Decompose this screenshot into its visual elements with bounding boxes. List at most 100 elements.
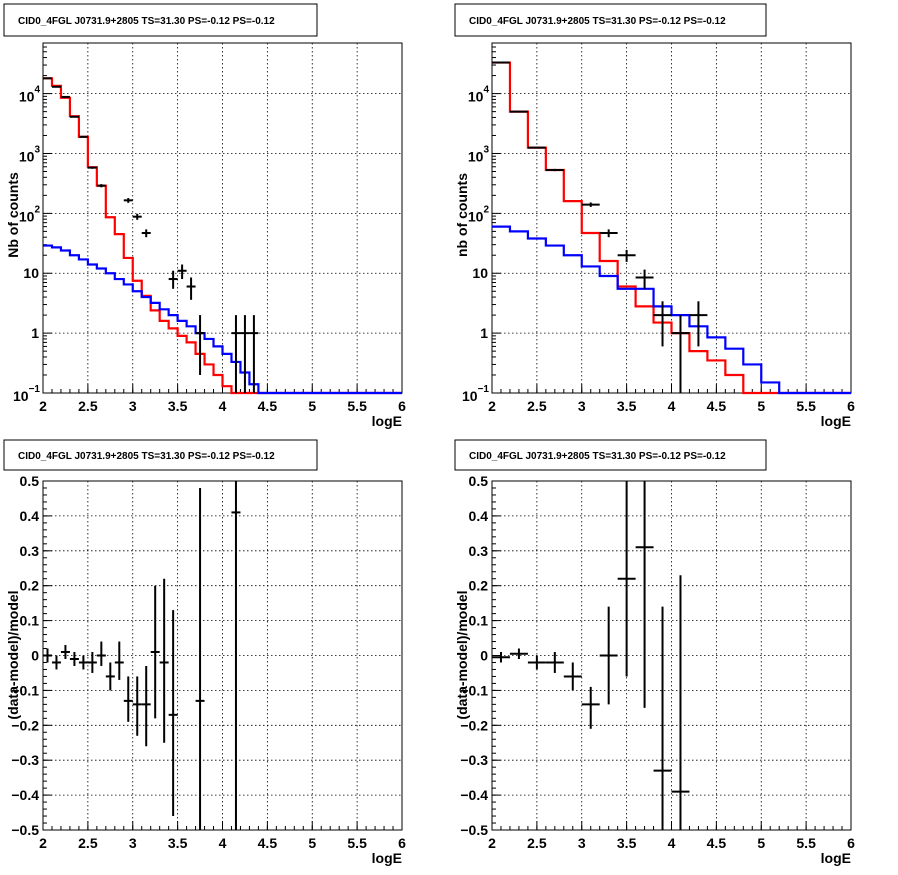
y-tick-label: 0 [31, 648, 39, 664]
title-box [454, 3, 767, 37]
y-axis: −0.5 −0.4 −0.3 −0.2 −0.1 0 0.1 0.2 0.3 0.4 0.5 [11, 473, 52, 838]
y-axis-label: nb of counts [454, 173, 470, 257]
y-tick-label: 102 [468, 204, 490, 224]
x-tick-label: 3 [129, 835, 137, 851]
data-point [78, 135, 88, 138]
grid [492, 481, 851, 830]
chart-title: CID0_4FGL J0731.9+2805 TS=31.30 PS=-0.12… [18, 451, 275, 462]
x-tick-label: 3 [129, 398, 137, 414]
y-tick-label: −0.1 [460, 682, 488, 698]
x-axis-label: logE [372, 850, 402, 866]
data-points [492, 481, 690, 830]
y-tick-label: 102 [19, 204, 41, 224]
grid [492, 43, 851, 393]
data-point [87, 652, 97, 673]
data-point [105, 662, 115, 691]
data-point [689, 301, 708, 347]
data-point [96, 184, 106, 188]
chart-title: CID0_4FGL J0731.9+2805 TS=31.30 PS=-0.12… [18, 16, 275, 27]
x-tick-label: 4.5 [707, 835, 727, 851]
x-axis: 2 2.5 3 3.5 4 4.5 5 5.5 6 [488, 821, 855, 851]
x-tick-label: 4 [668, 398, 676, 414]
data-point [599, 606, 618, 705]
title-box [3, 3, 318, 37]
data-point [69, 115, 79, 118]
y-tick-label: 1 [31, 325, 39, 341]
x-tick-label: 5.5 [796, 835, 816, 851]
data-point [581, 202, 600, 207]
data-point [545, 168, 564, 172]
x-tick-label: 2.5 [78, 398, 98, 414]
panel-4: CID0_4FGL J0731.9+2805 TS=31.30 PS=-0.12… [454, 439, 855, 866]
data-point [159, 578, 169, 743]
data-point [114, 641, 124, 680]
data-point [249, 315, 259, 393]
data-point [168, 610, 178, 817]
y-tick-label: 0.3 [20, 543, 40, 559]
data-point [231, 481, 241, 830]
data-point [617, 481, 636, 677]
data-point [231, 315, 241, 393]
y-axis: 10−1 1 10 102 103 104 [13, 46, 52, 404]
data-point [60, 95, 70, 98]
x-tick-label: 5 [308, 835, 316, 851]
x-tick-label: 2 [488, 398, 496, 414]
data-point [509, 110, 528, 113]
x-tick-label: 4 [219, 398, 227, 414]
data-point [123, 676, 133, 722]
data-point [671, 315, 690, 393]
title-box [454, 439, 767, 471]
data-point [545, 652, 564, 673]
x-tick-label: 4.5 [258, 398, 278, 414]
x-tick-label: 3.5 [617, 835, 637, 851]
chart-title: CID0_4FGL J0731.9+2805 TS=31.30 PS=-0.12… [469, 451, 726, 462]
x-tick-label: 6 [398, 835, 406, 851]
grid [43, 43, 402, 393]
panel-3: CID0_4FGL J0731.9+2805 TS=31.30 PS=-0.12… [3, 439, 406, 866]
x-tick-label: 5.5 [347, 835, 367, 851]
x-tick-label: 2.5 [78, 835, 98, 851]
x-tick-label: 5 [757, 835, 765, 851]
x-tick-label: 3 [578, 835, 586, 851]
y-tick-label: −0.4 [11, 787, 39, 803]
x-tick-label: 6 [398, 398, 406, 414]
data-point [509, 648, 528, 659]
y-tick-label: 10 [23, 265, 39, 281]
data-point [635, 269, 654, 289]
x-tick-label: 4.5 [707, 398, 727, 414]
data-point [581, 686, 600, 729]
y-tick-label: −0.2 [460, 717, 488, 733]
y-tick-label: 0.2 [469, 578, 489, 594]
data-point [195, 315, 205, 375]
y-tick-label: −0.4 [460, 787, 488, 803]
data-point [527, 655, 546, 670]
data-point [599, 229, 618, 238]
data-point [195, 487, 205, 830]
x-tick-label: 6 [847, 835, 855, 851]
y-tick-label: 0.5 [469, 473, 489, 489]
x-tick-label: 3 [578, 398, 586, 414]
y-tick-label: 0.5 [20, 473, 40, 489]
y-tick-label: 104 [19, 85, 41, 105]
chart-title: CID0_4FGL J0731.9+2805 TS=31.30 PS=-0.12… [469, 16, 726, 27]
data-point [141, 665, 151, 747]
x-tick-label: 2 [39, 398, 47, 414]
x-tick-label: 2 [488, 835, 496, 851]
x-tick-label: 3.5 [617, 398, 637, 414]
x-tick-label: 5 [308, 398, 316, 414]
x-tick-label: 3.5 [168, 398, 188, 414]
y-axis: −0.5 −0.4 −0.3 −0.2 −0.1 0 0.1 0.2 0.3 0.4 0.5 [460, 473, 501, 838]
x-tick-label: 5.5 [347, 398, 367, 414]
data-point [51, 655, 61, 670]
y-tick-label: 10−1 [462, 384, 489, 404]
y-axis-label: (data-model)/model [454, 590, 470, 719]
y-tick-label: −0.3 [11, 752, 39, 768]
panel-2: CID0_4FGL J0731.9+2805 TS=31.30 PS=-0.12… [454, 3, 855, 429]
y-tick-label: 0.1 [469, 613, 489, 629]
data-points [492, 61, 708, 393]
title-box [3, 439, 318, 471]
y-tick-label: 1 [480, 325, 488, 341]
data-point [653, 606, 672, 830]
panel-1: CID0_4FGL J0731.9+2805 TS=31.30 PS=-0.12… [3, 3, 406, 429]
y-tick-label: 0.3 [469, 543, 489, 559]
